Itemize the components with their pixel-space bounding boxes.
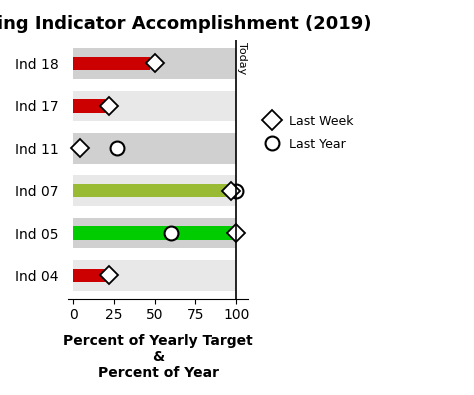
Title: Ongoing Indicator Accomplishment (2019): Ongoing Indicator Accomplishment (2019) <box>0 15 372 33</box>
Bar <box>73 48 236 79</box>
Bar <box>73 175 236 206</box>
X-axis label: Percent of Yearly Target
&
Percent of Year: Percent of Yearly Target & Percent of Ye… <box>63 334 253 380</box>
Bar <box>73 269 109 282</box>
Text: Today: Today <box>237 42 247 75</box>
Legend: Last Week, Last Year: Last Week, Last Year <box>255 111 357 154</box>
Bar <box>73 133 236 164</box>
Bar <box>73 218 236 248</box>
Bar <box>73 56 150 70</box>
Bar <box>73 99 109 113</box>
Bar <box>73 260 236 291</box>
Bar <box>73 90 236 121</box>
Bar <box>73 226 236 240</box>
Bar <box>73 184 236 198</box>
